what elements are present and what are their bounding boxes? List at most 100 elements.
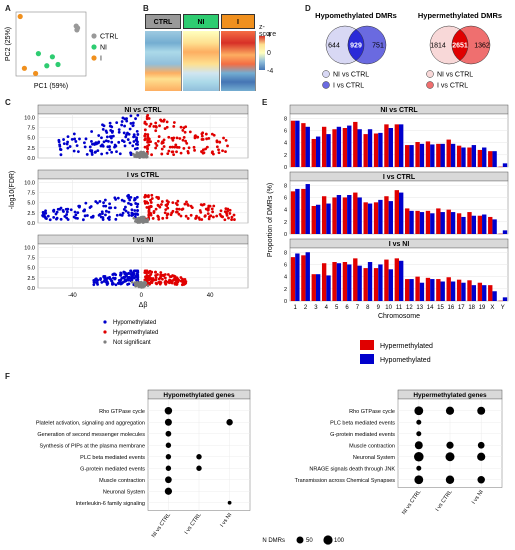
- volcano-point-hypo-2-226: [120, 281, 124, 285]
- volcano-point-hypo-1-192: [135, 205, 139, 209]
- bar-hypo-0-3: [326, 134, 331, 167]
- bar-hypo-2-6: [357, 265, 362, 301]
- volcano-point-hyper-0-115: [145, 122, 148, 126]
- volcano-point-hypo-0-128: [75, 144, 79, 148]
- volcano-point-hypo-0-150: [66, 146, 70, 150]
- volcano-point-hypo-1-74: [63, 214, 67, 218]
- volcano-point-hyper-0-207: [143, 120, 147, 124]
- bar-ytick-0-0: 0: [284, 165, 287, 171]
- volcano-point-hypo-1-162: [78, 204, 81, 208]
- bar-hypo-2-5: [347, 264, 352, 301]
- volcano-point-hypo-2-220: [107, 276, 111, 280]
- volcano-point-hypo-1-148: [72, 215, 76, 219]
- volcano-point-hyper-1-205: [199, 211, 203, 214]
- volcano-point-hypo-0-188: [120, 123, 124, 127]
- volcano-point-hypo-1-222: [42, 214, 45, 218]
- volcano-legend-label-2: Not significant: [113, 340, 151, 346]
- volcano-point-hyper-1-241: [212, 204, 216, 208]
- dot-col-label-0-2: I vs NI: [219, 512, 233, 529]
- bar-xtick-19: X: [490, 305, 494, 311]
- bar-hypo-2-14: [440, 281, 445, 301]
- bar-hyper-0-18: [477, 149, 483, 167]
- volcano-point-ns-0-54: [135, 155, 138, 158]
- volcano-point-hyper-0-235: [186, 149, 190, 153]
- dot-legend-dot-0: [296, 536, 304, 544]
- volcano-point-hyper-0-87: [204, 132, 208, 136]
- bar-hyper-2-3: [321, 263, 327, 301]
- bar-ytick-2-0: 0: [284, 299, 287, 305]
- volcano-point-hyper-2-201: [182, 283, 186, 286]
- volcano-point-hypo-1-34: [103, 198, 107, 202]
- volcano-point-hypo-1-234: [115, 213, 119, 217]
- dot-row-label-0-0: Rho GTPase cycle: [99, 409, 145, 415]
- heatmap-tick-0: 0: [267, 50, 271, 57]
- volcano-point-hypo-2-244: [119, 278, 123, 282]
- volcano-point-hypo-1-158: [94, 200, 98, 203]
- volcano-point-hyper-1-149: [200, 218, 204, 221]
- heatmap-col-ni: [183, 31, 220, 91]
- bar-strip-label-0: NI vs CTRL: [380, 107, 418, 114]
- volcano-point-hyper-1-201: [223, 218, 227, 222]
- volcano-point-hyper-0-249: [205, 145, 209, 149]
- volcano-point-hypo-0-104: [128, 127, 132, 131]
- bar-hyper-2-18: [477, 282, 483, 301]
- dot-1-4-2: [477, 452, 486, 461]
- volcano-point-hypo-1-184: [44, 216, 48, 220]
- bar-hypo-2-3: [326, 275, 331, 301]
- dot-col-label-0-1: I vs CTRL: [184, 512, 203, 535]
- volcano-point-hypo-1-258: [91, 215, 95, 219]
- volcano-point-hyper-1-79: [211, 210, 215, 214]
- volcano-point-hypo-1-224: [48, 218, 52, 222]
- volcano-point-hyper-0-199: [152, 125, 156, 128]
- pca-point-i-0: [17, 13, 23, 20]
- volcano-point-hypo-1-178: [122, 208, 126, 211]
- volcano-point-hyper-0-107: [185, 142, 189, 145]
- volcano-point-hyper-1-231: [157, 196, 160, 199]
- bar-hypo-1-1: [305, 184, 310, 234]
- volcano-point-hypo-1-256: [108, 215, 111, 219]
- volcano-point-hypo-1-254: [42, 211, 46, 215]
- volcano-point-hypo-0-246: [57, 138, 61, 142]
- volcano-point-hyper-1-63: [203, 214, 207, 218]
- bar-hyper-2-12: [415, 276, 420, 301]
- volcano-point-hyper-0-229: [200, 132, 204, 136]
- volcano-point-hypo-1-198: [127, 213, 131, 217]
- volcano-point-ns-1-52: [136, 221, 140, 224]
- volcano-point-hypo-0-134: [62, 142, 66, 146]
- bar-hyper-2-11: [405, 279, 410, 301]
- bar-hyper-2-19: [488, 285, 493, 301]
- volcano-point-hyper-1-97: [165, 199, 169, 203]
- bar-hyper-2-0: [290, 257, 296, 301]
- volcano-point-hyper-0-67: [167, 149, 171, 153]
- venn-left-count-1: 1814: [430, 43, 446, 50]
- volcano-point-hyper-0-223: [187, 146, 191, 150]
- volcano-point-hyper-0-123: [162, 145, 166, 148]
- dot-0-4-1: [196, 454, 202, 460]
- dot-row-label-0-3: Synthesis of PIPs at the plasma membrane: [40, 443, 145, 449]
- bar-hyper-1-3: [321, 196, 327, 234]
- bar-hyper-0-5: [342, 128, 348, 167]
- volcano-point-hypo-2-238: [131, 271, 135, 275]
- volcano-point-hypo-0-126: [66, 135, 70, 139]
- volcano-point-hypo-0-242: [85, 152, 89, 156]
- bar-xtick-1: 2: [304, 305, 308, 311]
- bar-hyper-0-16: [456, 145, 462, 167]
- volcano-point-hypo-1-106: [136, 209, 139, 212]
- volcano-point-ns-1-56: [137, 218, 141, 222]
- volcano-point-hypo-0-146: [115, 121, 119, 125]
- volcano-point-hyper-2-195: [173, 275, 177, 278]
- volcano-point-hypo-2-246: [127, 272, 131, 275]
- bar-hypo-1-10: [399, 192, 404, 234]
- volcano-point-hyper-0-193: [204, 147, 208, 151]
- volcano-point-hypo-1-164: [134, 202, 138, 205]
- bar-hyper-1-17: [467, 212, 472, 234]
- bar-hyper-0-6: [353, 121, 358, 167]
- volcano-point-hypo-1-16: [73, 210, 77, 214]
- bar-hyper-0-12: [415, 142, 420, 167]
- volcano-point-hypo-0-192: [108, 145, 111, 148]
- pca-plot-area: [15, 11, 87, 77]
- volcano-point-hypo-0-204: [83, 145, 87, 149]
- bar-hypo-1-0: [295, 188, 300, 234]
- volcano-point-hyper-1-233: [169, 213, 173, 217]
- heatmap-colorbar: [259, 36, 265, 70]
